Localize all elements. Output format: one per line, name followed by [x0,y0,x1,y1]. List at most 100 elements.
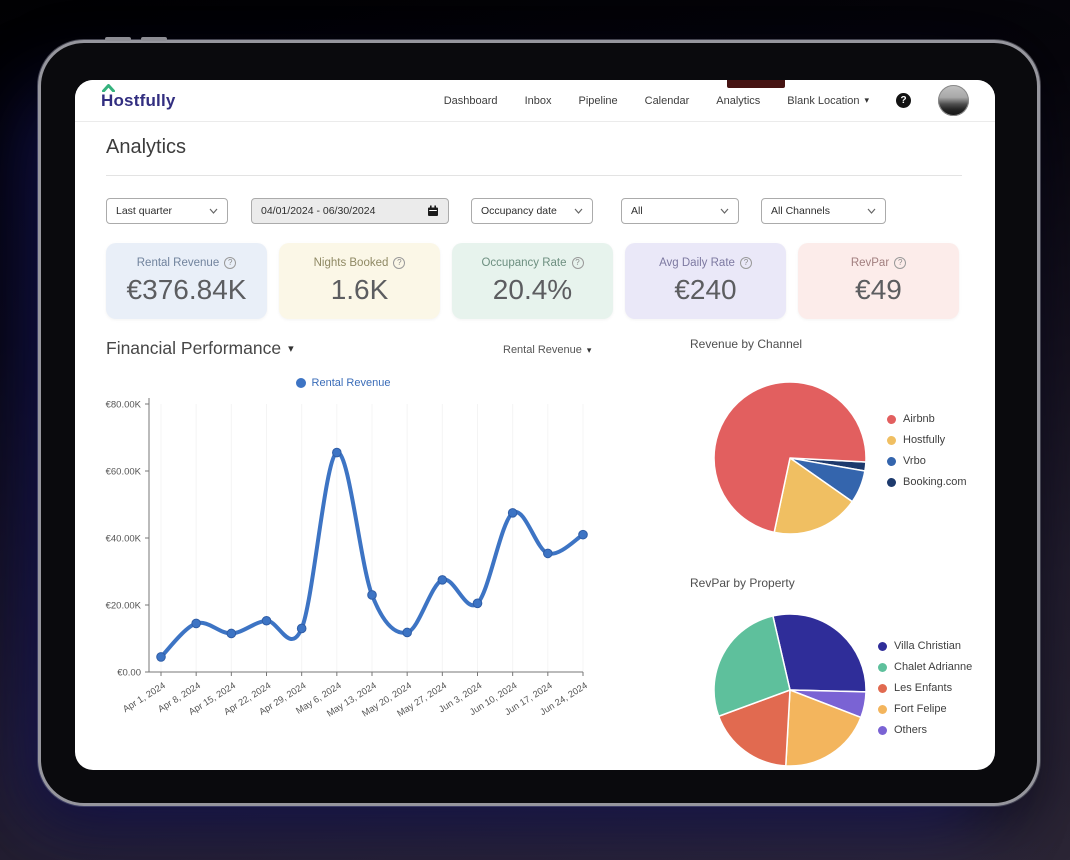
kpi-value: €49 [855,273,902,305]
kpi-label: Rental Revenue [136,256,220,269]
nav-item-analytics[interactable]: Analytics [716,94,761,107]
revenue-by-channel-pie-chart [713,381,867,535]
kpi-card-occupancy-rate: Occupancy Rate ? 20.4% [452,243,613,319]
section-title: Financial Performance [106,338,282,358]
period-select[interactable]: Last quarter [106,198,228,224]
logo-caret-icon [102,83,115,92]
legend-item-villa-christian[interactable]: Villa Christian [878,640,972,652]
channels-select-value: All Channels [771,205,830,217]
tooltip-question-icon[interactable]: ? [739,256,752,269]
top-navbar: Hostfully Dashboard Inbox Pipeline Calen… [75,80,995,122]
svg-text:€60.00K: €60.00K [106,467,142,478]
legend-dot-vrbo [887,456,896,466]
volume-button [105,37,131,41]
nav-item-inbox[interactable]: Inbox [524,94,552,107]
svg-text:€40.00K: €40.00K [106,534,142,545]
kpi-card-revpar: RevPar ? €49 [798,243,959,319]
chevron-down-icon [209,208,218,214]
legend-dot-villa-christian [878,641,887,651]
legend-label: Others [894,724,928,736]
revpar-by-property-pie-chart [713,613,867,767]
property-select[interactable]: All [621,198,739,224]
legend-label: Hostfully [903,434,946,446]
date-range-input[interactable]: 04/01/2024 - 06/30/2024 [251,198,449,224]
kpi-value: 20.4% [492,273,573,305]
legend-item-others[interactable]: Others [878,724,972,736]
legend-label: Fort Felipe [894,703,947,715]
chart-title-revenue-by-channel: Revenue by Channel [690,337,803,351]
metric-select-value: Rental Revenue [503,344,582,356]
legend-item-hostfully[interactable]: Hostfully [887,434,967,446]
kpi-label: Occupancy Rate [481,256,567,269]
kpi-label: Avg Daily Rate [659,256,735,269]
period-select-value: Last quarter [116,205,173,217]
property-select-value: All [631,205,643,217]
date-type-select-value: Occupancy date [481,205,557,217]
legend-dot-booking [887,477,896,487]
legend-label: Booking.com [903,476,967,488]
legend-dot-fort-felipe [878,704,887,714]
user-avatar[interactable] [938,85,969,116]
legend-item-vrbo[interactable]: Vrbo [887,455,967,467]
revenue-by-channel-legend: Airbnb Hostfully Vrbo Booking.com [887,413,967,488]
chevron-down-icon: ▾ [586,344,592,355]
line-legend-label: Rental Revenue [311,377,391,389]
legend-label: Les Enfants [894,682,953,694]
chevron-down-icon [867,208,876,214]
financial-performance-dropdown[interactable]: Financial Performance ▾ [106,338,294,359]
legend-label: Chalet Adrianne [894,661,973,673]
legend-item-fort-felipe[interactable]: Fort Felipe [878,703,972,715]
volume-button [141,37,167,41]
legend-dot-airbnb [887,414,896,424]
page-title: Analytics [106,136,187,158]
kpi-value: 1.6K [330,273,389,305]
kpi-value: €240 [674,273,737,305]
hostfully-logo[interactable]: Hostfully [101,83,176,111]
chevron-down-icon [574,208,583,214]
legend-dot-hostfully [887,435,896,445]
tooltip-question-icon[interactable]: ? [393,256,406,269]
channels-select[interactable]: All Channels [761,198,886,224]
legend-item-booking[interactable]: Booking.com [887,476,967,488]
revpar-by-property-legend: Villa Christian Chalet Adrianne Les Enfa… [878,640,972,736]
header-divider [106,175,962,176]
nav-item-pipeline[interactable]: Pipeline [578,94,618,107]
legend-item-les-enfants[interactable]: Les Enfants [878,682,972,694]
metric-select[interactable]: Rental Revenue ▾ [503,344,591,356]
filter-bar: Last quarter 04/01/2024 - 06/30/2024 Occ… [106,198,886,224]
chevron-down-icon: ▾ [864,95,869,105]
kpi-label: Nights Booked [313,256,389,269]
date-type-select[interactable]: Occupancy date [471,198,593,224]
svg-text:€0.00: €0.00 [117,668,141,679]
legend-label: Vrbo [903,455,926,467]
legend-dot-les-enfants [878,683,887,693]
location-dropdown[interactable]: Blank Location ▾ [787,95,869,107]
location-label: Blank Location [787,94,860,107]
calendar-icon [428,205,438,216]
legend-dot-chalet-adrianne [878,662,887,672]
nav-item-calendar[interactable]: Calendar [644,94,690,107]
tooltip-question-icon[interactable]: ? [224,256,237,269]
kpi-row: Rental Revenue ? €376.84K Nights Booked … [106,243,959,319]
legend-label: Villa Christian [894,640,962,652]
legend-dot-others [878,725,887,735]
svg-text:€80.00K: €80.00K [106,400,142,411]
chevron-down-icon: ▾ [288,343,294,355]
help-icon[interactable]: ? [896,93,911,108]
line-chart-container: Rental Revenue €0.00 €20.00K €40.00K €60.00… [93,376,597,725]
tooltip-question-icon[interactable]: ? [571,256,584,269]
line-chart-legend[interactable]: Rental Revenue [93,376,593,390]
logo-text: Hostfully [101,90,176,110]
line-legend-dot [295,378,306,388]
chart-title-revpar-by-property: RevPar by Property [690,576,795,590]
kpi-label: RevPar [850,256,890,269]
legend-item-chalet-adrianne[interactable]: Chalet Adrianne [878,661,972,673]
nav-item-dashboard[interactable]: Dashboard [443,94,498,107]
svg-text:€20.00K: €20.00K [106,601,142,612]
legend-item-airbnb[interactable]: Airbnb [887,413,967,425]
kpi-card-rental-revenue: Rental Revenue ? €376.84K [106,243,267,319]
kpi-card-nights-booked: Nights Booked ? 1.6K [279,243,440,319]
tooltip-question-icon[interactable]: ? [894,256,907,269]
app-screen: Hostfully Dashboard Inbox Pipeline Calen… [75,80,995,770]
